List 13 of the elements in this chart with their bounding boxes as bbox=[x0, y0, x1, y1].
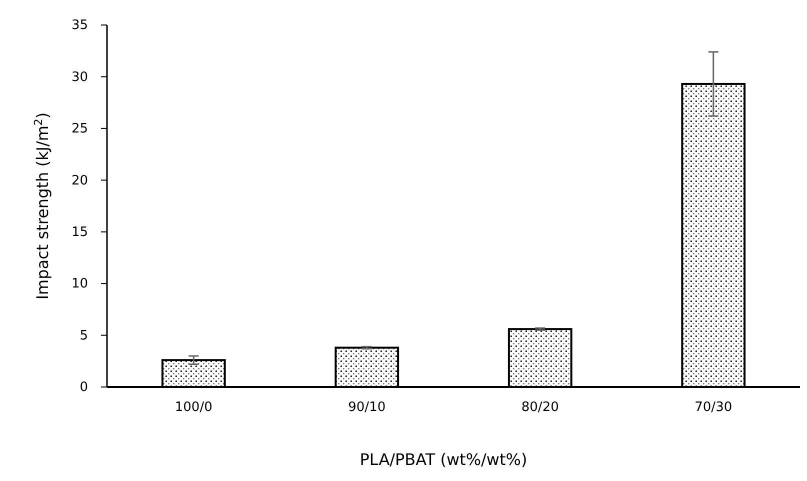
y-tick-label: 30 bbox=[71, 70, 88, 85]
x-tick-label: 90/10 bbox=[348, 400, 386, 415]
x-tick-label: 80/20 bbox=[521, 400, 559, 415]
x-tick-label: 100/0 bbox=[174, 400, 212, 415]
x-tick-label: 70/30 bbox=[694, 400, 732, 415]
y-tick-label: 5 bbox=[80, 328, 88, 344]
y-tick-label: 25 bbox=[71, 122, 88, 137]
y-tick-label: 15 bbox=[71, 225, 88, 240]
y-tick-label: 35 bbox=[71, 18, 88, 34]
y-tick-label: 20 bbox=[71, 173, 88, 188]
x-axis-title: PLA/PBAT (wt%/wt%) bbox=[360, 450, 528, 469]
y-tick-label: 0 bbox=[80, 380, 88, 396]
y-tick-label: 10 bbox=[71, 276, 88, 292]
